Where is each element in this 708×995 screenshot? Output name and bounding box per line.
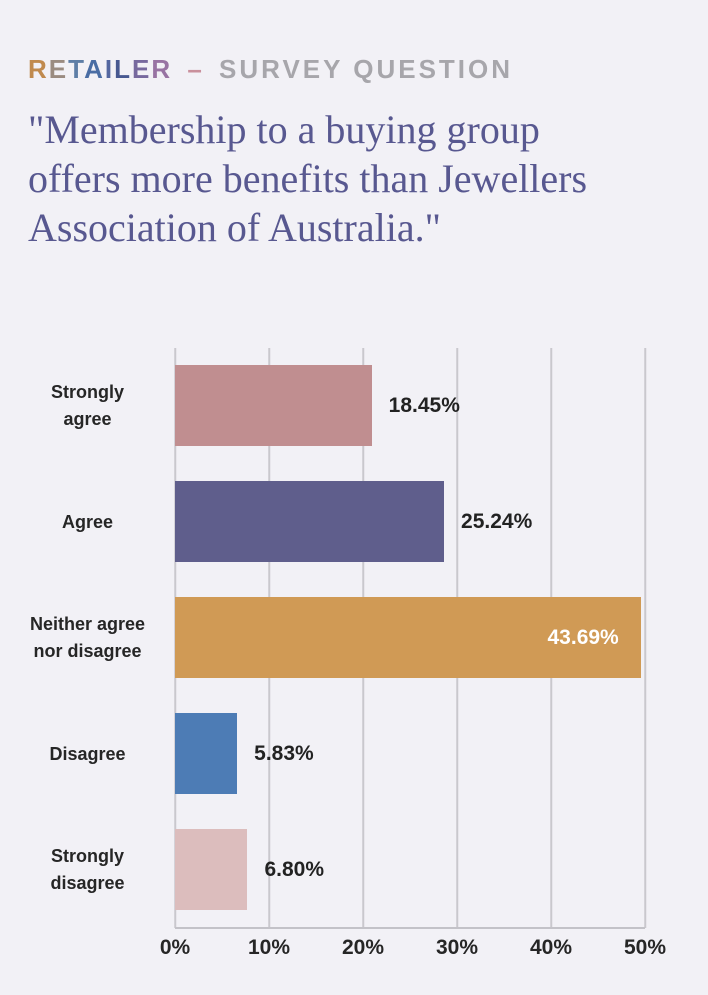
category-label-line: nor disagree [33,641,142,661]
category-label-line: Disagree [49,743,126,764]
bar [175,481,445,562]
brand-letter: R [28,54,49,84]
bar [175,829,248,910]
category-label-line: disagree [50,873,125,893]
category-label-line: Strongly [50,846,124,866]
x-tick-label: 30% [435,936,479,959]
brand-letter: T [68,54,85,84]
bar-track: 5.83% [175,696,708,812]
brand-letter: L [114,54,132,84]
bar-track: 6.80% [175,812,708,928]
category-label-line: Neither agree [29,614,146,634]
x-tick-label: 10% [247,936,291,959]
chart-row: Agree 25.24% [0,464,708,580]
chart-row: Strongly disagree 6.80% [0,812,708,928]
category-label: Strongly disagree [0,812,175,928]
brand-letter: I [104,54,115,84]
brand-letter: R [151,54,173,84]
brand-letter: E [131,54,152,84]
x-tick-label: 50% [623,936,667,959]
title-line: Association of Australia." [28,204,441,250]
category-label-line: Strongly [50,382,124,402]
value-label: 25.24% [461,510,533,533]
category-label: Strongly agree [0,348,175,464]
value-label: 5.83% [254,742,314,765]
bar-track: 43.69% [175,580,708,696]
value-label: 43.69% [547,625,619,649]
bar-track: 25.24% [175,464,708,580]
value-label: 18.45% [388,394,460,417]
value-label: 6.80% [264,858,325,881]
x-tick-label: 20% [341,936,385,959]
survey-question-title: "Membership to a buying group offers more… [28,106,700,252]
title-line: "Membership to a buying group [28,107,540,152]
eyebrow-subtitle: SURVEY QUESTION [219,54,514,84]
category-label-line: Agree [61,511,114,532]
x-axis: 0% 10% 20% 30% 40% 50% [160,928,666,968]
chart-row: Strongly agree 18.45% [0,348,708,464]
category-label: Agree [0,464,175,580]
category-label: Neither agree nor disagree [0,580,175,696]
brand-wordmark: RETAILER [28,54,172,84]
x-axis-line [175,927,645,929]
bar-track: 18.45% [175,348,708,464]
brand-letter: E [48,54,69,84]
category-label: Disagree [0,696,175,812]
chart-row: Disagree 5.83% [0,696,708,812]
chart-plot-area: Strongly agree 18.45% Agree 25.24% Neither ag… [0,348,708,929]
gridline [644,348,646,928]
x-tick-label: 40% [529,936,573,959]
title-line: offers more benefits than Jewellers [28,155,588,201]
chart-row: Neither agree nor disagree 43.69% [0,580,708,696]
bar-chart: Strongly agree 18.45% Agree 25.24% Neither ag… [0,348,708,968]
x-tick-label: 0% [159,936,191,959]
bar [175,713,238,794]
eyebrow-separator: – [178,54,214,84]
brand-letter: A [84,54,105,84]
bar [175,365,372,446]
category-label-line: agree [63,409,112,429]
chart-rows: Strongly agree 18.45% Agree 25.24% Neither ag… [0,348,708,928]
eyebrow-title: RETAILER – SURVEY QUESTION [28,54,513,85]
bar: 43.69% [175,597,641,678]
